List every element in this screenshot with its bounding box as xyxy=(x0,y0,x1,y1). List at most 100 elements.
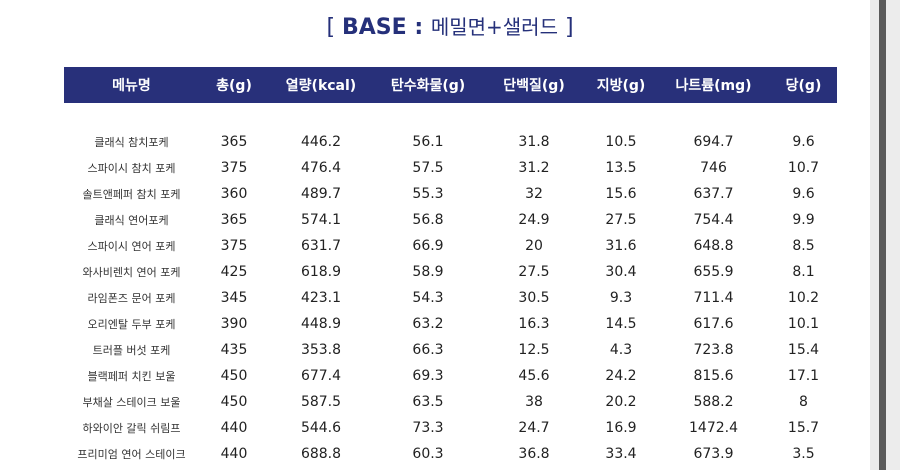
cell-calories: 677.4 xyxy=(300,368,342,384)
cell-sodium: 723.8 xyxy=(693,342,734,358)
cell-sodium: 617.6 xyxy=(693,316,734,332)
table-row: 클래식 참치포케 365 446.2 56.1 31.8 10.5 694.7 9.6 xyxy=(64,129,837,155)
cell-carbs: 55.3 xyxy=(412,186,444,202)
cell-protein: 24.7 xyxy=(518,420,550,436)
cell-protein: 27.5 xyxy=(518,264,550,280)
cell-protein: 45.6 xyxy=(518,368,550,384)
table-header-row: 메뉴명 총(g) 열량(kcal) 탄수화물(g) 단백질(g) 지방(g) 나… xyxy=(64,67,837,103)
cell-fat: 30.4 xyxy=(605,264,637,280)
cell-calories: 544.6 xyxy=(300,420,342,436)
cell-total: 440 xyxy=(220,446,248,462)
cell-calories: 688.8 xyxy=(300,446,342,462)
cell-sugar: 9.6 xyxy=(792,186,815,202)
table-row: 라임폰즈 문어 포케 345 423.1 54.3 30.5 9.3 711.4 10.2 xyxy=(64,285,837,311)
cell-protein: 36.8 xyxy=(518,446,550,462)
cell-carbs: 63.5 xyxy=(412,394,444,410)
cell-carbs: 58.9 xyxy=(412,264,444,280)
cell-carbs: 54.3 xyxy=(412,290,444,306)
cell-carbs: 69.3 xyxy=(412,368,444,384)
cell-sugar: 15.4 xyxy=(787,342,820,358)
page-title: [ BASE : 메밀면+샐러드 ] xyxy=(0,12,900,42)
spacer-cell xyxy=(64,103,837,129)
cell-fat: 24.2 xyxy=(605,368,637,384)
cell-sugar: 10.2 xyxy=(787,290,820,306)
cell-menu-name: 블랙페퍼 치킨 보울 xyxy=(87,370,176,383)
cell-total: 435 xyxy=(220,342,248,358)
cell-calories: 423.1 xyxy=(300,290,342,306)
cell-protein: 16.3 xyxy=(518,316,550,332)
cell-total: 360 xyxy=(220,186,248,202)
cell-sodium: 655.9 xyxy=(693,264,734,280)
table-row: 스파이시 연어 포케 375 631.7 66.9 20 31.6 648.8 8.5 xyxy=(64,233,837,259)
cell-protein: 31.2 xyxy=(518,160,550,176)
cell-calories: 446.2 xyxy=(300,134,342,150)
scrollbar[interactable] xyxy=(879,0,886,470)
cell-fat: 9.3 xyxy=(609,290,633,306)
cell-fat: 16.9 xyxy=(605,420,637,436)
cell-sugar: 8.5 xyxy=(792,238,815,254)
cell-carbs: 63.2 xyxy=(412,316,444,332)
cell-total: 450 xyxy=(220,368,248,384)
header-sodium: 나트륨(mg) xyxy=(657,67,770,103)
cell-calories: 489.7 xyxy=(300,186,342,202)
cell-sodium: 1472.4 xyxy=(689,420,738,436)
cell-sodium: 754.4 xyxy=(693,212,734,228)
table-row: 와사비렌치 연어 포케 425 618.9 58.9 27.5 30.4 655.9 8.1 xyxy=(64,259,837,285)
header-sugar: 당(g) xyxy=(770,67,837,103)
cell-sugar: 10.7 xyxy=(787,160,820,176)
cell-sugar: 9.6 xyxy=(792,134,815,150)
cell-protein: 31.8 xyxy=(518,134,550,150)
title-open-bracket: [ xyxy=(326,15,343,40)
cell-calories: 476.4 xyxy=(300,160,342,176)
cell-sugar: 3.5 xyxy=(792,446,815,462)
cell-total: 345 xyxy=(220,290,248,306)
cell-total: 425 xyxy=(220,264,248,280)
title-base: BASE : xyxy=(342,15,431,40)
cell-protein: 32 xyxy=(525,186,543,202)
cell-sodium: 746 xyxy=(700,160,727,176)
cell-total: 365 xyxy=(220,212,248,228)
header-fat: 지방(g) xyxy=(585,67,657,103)
table-spacer xyxy=(64,103,837,129)
table-row: 프리미엄 연어 스테이크 440 688.8 60.3 36.8 33.4 673.9 3.5 xyxy=(64,441,837,467)
header-menu-name: 메뉴명 xyxy=(64,67,199,103)
table-row: 클래식 연어포케 365 574.1 56.8 24.9 27.5 754.4 9.9 xyxy=(64,207,837,233)
cell-fat: 27.5 xyxy=(605,212,637,228)
cell-carbs: 73.3 xyxy=(412,420,444,436)
cell-sodium: 711.4 xyxy=(693,290,734,306)
cell-calories: 353.8 xyxy=(300,342,342,358)
cell-calories: 618.9 xyxy=(300,264,342,280)
cell-fat: 4.3 xyxy=(609,342,633,358)
cell-total: 375 xyxy=(220,160,248,176)
cell-sodium: 637.7 xyxy=(693,186,734,202)
cell-menu-name: 프리미엄 연어 스테이크 xyxy=(77,448,186,461)
cell-carbs: 56.8 xyxy=(412,212,444,228)
cell-fat: 31.6 xyxy=(605,238,637,254)
table-row: 부채살 스테이크 보울 450 587.5 63.5 38 20.2 588.2 8 xyxy=(64,389,837,415)
cell-fat: 14.5 xyxy=(605,316,637,332)
cell-protein: 20 xyxy=(525,238,543,254)
table-row: 솔트앤페퍼 참치 포케 360 489.7 55.3 32 15.6 637.7 9.6 xyxy=(64,181,837,207)
table-row: 오리엔탈 두부 포케 390 448.9 63.2 16.3 14.5 617.6 10.1 xyxy=(64,311,837,337)
cell-menu-name: 스파이시 연어 포케 xyxy=(87,240,176,253)
header-total: 총(g) xyxy=(199,67,269,103)
cell-sugar: 17.1 xyxy=(787,368,820,384)
cell-fat: 33.4 xyxy=(605,446,637,462)
cell-menu-name: 클래식 연어포케 xyxy=(94,214,169,227)
table-row: 트러플 버섯 포케 435 353.8 66.3 12.5 4.3 723.8 15.4 xyxy=(64,337,837,363)
table-row: 스파이시 참치 포케 375 476.4 57.5 31.2 13.5 746 10.7 xyxy=(64,155,837,181)
cell-sugar: 8 xyxy=(799,394,808,410)
cell-protein: 30.5 xyxy=(518,290,550,306)
cell-fat: 15.6 xyxy=(605,186,637,202)
header-carbs: 탄수화물(g) xyxy=(373,67,483,103)
cell-fat: 20.2 xyxy=(605,394,637,410)
header-calories: 열량(kcal) xyxy=(269,67,373,103)
cell-menu-name: 하와이안 갈릭 쉬림프 xyxy=(82,422,181,435)
cell-calories: 448.9 xyxy=(300,316,342,332)
cell-protein: 12.5 xyxy=(518,342,550,358)
cell-calories: 574.1 xyxy=(300,212,342,228)
title-sub: 메밀면+샐러드 xyxy=(430,15,558,39)
cell-menu-name: 부채살 스테이크 보울 xyxy=(82,396,181,409)
nutrition-table: 메뉴명 총(g) 열량(kcal) 탄수화물(g) 단백질(g) 지방(g) 나… xyxy=(64,67,837,467)
cell-carbs: 60.3 xyxy=(412,446,444,462)
